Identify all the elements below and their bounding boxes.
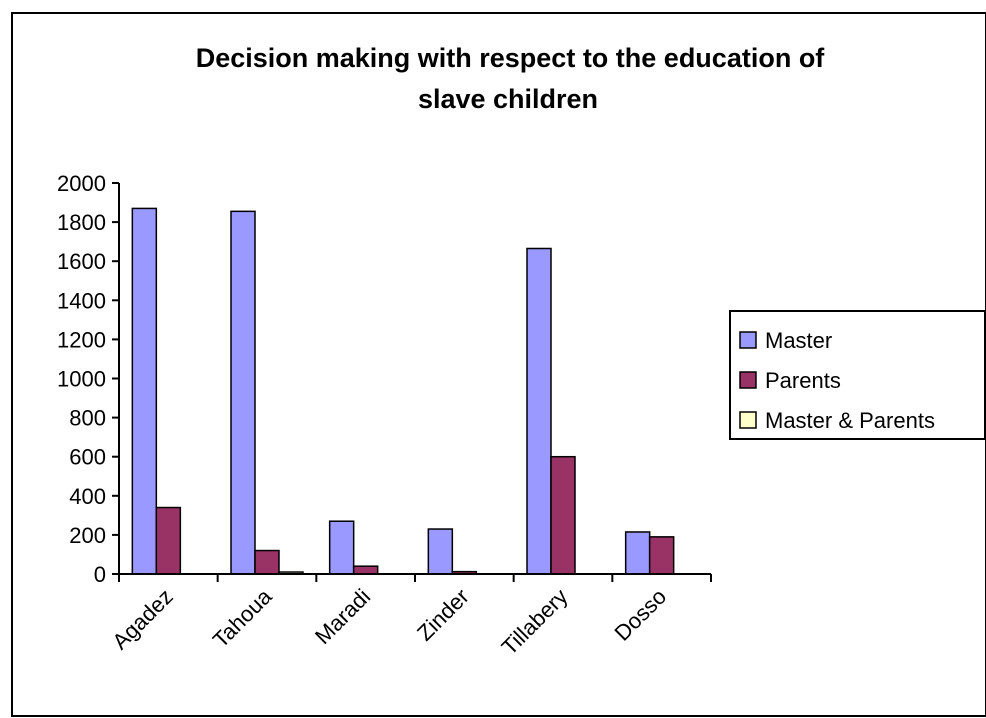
y-tick-label: 800 <box>69 406 106 431</box>
bar-master-maradi <box>328 520 355 575</box>
chart-title-line-2: slave children <box>418 84 598 114</box>
bar-master-zinder <box>427 528 454 575</box>
y-tick-label: 1000 <box>57 367 106 392</box>
legend-swatch <box>739 331 757 349</box>
y-tick-label: 600 <box>69 445 106 470</box>
bar-parents-tahoua <box>254 549 280 575</box>
chart-title: Decision making with respect to the educ… <box>196 43 826 114</box>
legend-swatch <box>739 371 757 389</box>
bar-parents-maradi <box>352 565 379 575</box>
bar-master-dosso <box>624 531 651 575</box>
y-tick-label: 1800 <box>57 210 106 235</box>
bar-parents-dosso <box>648 536 675 575</box>
bar-master-tillabery <box>526 247 552 575</box>
legend-label: Master <box>765 328 832 353</box>
y-tick-label: 1600 <box>57 249 106 274</box>
bar-master-tahoua <box>230 210 256 575</box>
y-tick-label: 1400 <box>57 288 106 313</box>
legend-label: Master & Parents <box>765 408 935 433</box>
y-tick-label: 200 <box>69 523 106 548</box>
legend-swatch <box>739 411 757 429</box>
bar-master-agadez <box>131 207 158 575</box>
chart-title-line-1: Decision making with respect to the educ… <box>196 43 826 73</box>
legend-box <box>729 310 986 440</box>
bar-parents-tillabery <box>550 455 576 575</box>
legend-label: Parents <box>765 368 841 393</box>
y-tick-label: 2000 <box>57 171 106 196</box>
bar-parents-agadez <box>155 506 182 575</box>
y-tick-label: 1200 <box>57 327 106 352</box>
y-tick-label: 0 <box>94 562 106 587</box>
legend: Master Parents Master & Parents <box>729 310 986 440</box>
y-tick-label: 400 <box>69 484 106 509</box>
